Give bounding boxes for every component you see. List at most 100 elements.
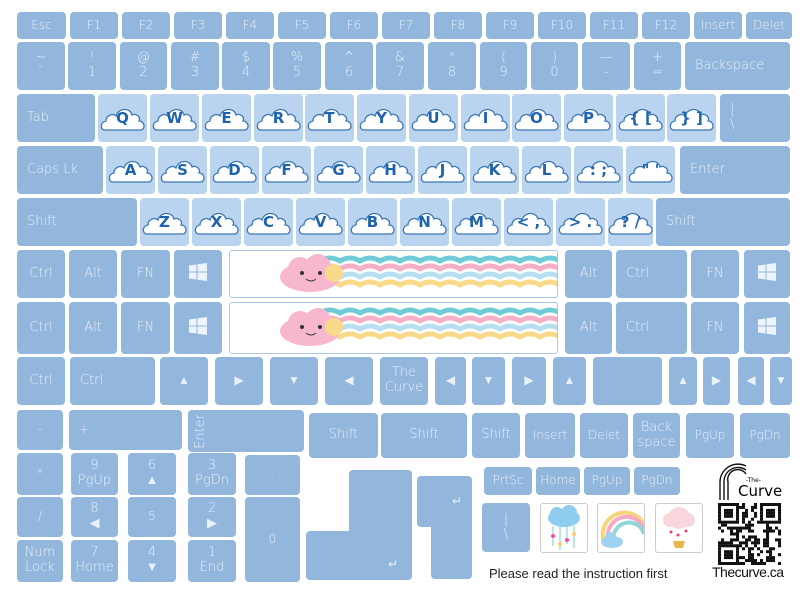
- number_row-key-8[interactable]: * 8: [428, 42, 476, 90]
- function_row-key-f1[interactable]: F1: [70, 12, 118, 39]
- qwerty_row-key-w[interactable]: W: [150, 94, 199, 142]
- bottom_row_2-key-windows-icon[interactable]: [744, 302, 790, 354]
- function_row-key-f12[interactable]: F12: [642, 12, 690, 39]
- home_row-key-enter[interactable]: Enter: [680, 146, 790, 194]
- arrow_row-key-symbol[interactable]: ▼: [270, 357, 318, 405]
- bottom_row_1-key-ctrl[interactable]: Ctrl: [616, 250, 687, 298]
- home_row-key-s[interactable]: S: [158, 146, 207, 194]
- home_row-key-k[interactable]: K: [470, 146, 519, 194]
- qwerty_row-key-symbol[interactable]: } ]: [667, 94, 716, 142]
- numpad-key-symbol[interactable]: .: [245, 455, 300, 495]
- enter-key-small[interactable]: ↵: [417, 476, 472, 527]
- qwerty_row-key-r[interactable]: R: [254, 94, 303, 142]
- qwerty_row-key-e[interactable]: E: [202, 94, 251, 142]
- bottom_row_1-key-alt[interactable]: Alt: [69, 250, 117, 298]
- number_row-key-symbol[interactable]: + =: [634, 42, 681, 90]
- qwerty_row-key-p[interactable]: P: [564, 94, 613, 142]
- home_row-key-symbol[interactable]: : ;: [574, 146, 623, 194]
- function_row-key-f7[interactable]: F7: [382, 12, 430, 39]
- function_row-key-f6[interactable]: F6: [330, 12, 378, 39]
- function_row-key-f8[interactable]: F8: [434, 12, 482, 39]
- shift_row-key-b[interactable]: B: [348, 198, 397, 246]
- number_row-key-7[interactable]: & 7: [376, 42, 424, 90]
- home_row-key-d[interactable]: D: [210, 146, 259, 194]
- bottom_row_2-key-alt[interactable]: Alt: [565, 302, 612, 354]
- enter-key-small-base[interactable]: [431, 520, 472, 579]
- bottom_row_2-key-fn[interactable]: FN: [121, 302, 170, 354]
- nav_row-key-prtsc[interactable]: PrtSc: [484, 467, 532, 495]
- number_row-key-0[interactable]: ) 0: [531, 42, 578, 90]
- number_row-key-3[interactable]: #3: [171, 42, 219, 90]
- extra_row-key-shift[interactable]: Shift: [472, 413, 520, 458]
- extra_row-key-enter[interactable]: Enter: [188, 410, 304, 452]
- extra_row-key-pgup[interactable]: PgUp: [686, 413, 734, 458]
- qwerty_row-key-y[interactable]: Y: [357, 94, 406, 142]
- qwerty_row-key-o[interactable]: O: [512, 94, 561, 142]
- arrow_row-key-symbol[interactable]: ▲: [160, 357, 208, 405]
- bottom_row_1-key-ctrl[interactable]: Ctrl: [17, 250, 65, 298]
- number_row-key-1[interactable]: ! 1: [68, 42, 116, 90]
- number_row-key-symbol[interactable]: — -: [582, 42, 630, 90]
- numpad-key-symbol[interactable]: 6 ▲: [128, 453, 176, 495]
- bottom_row_2-key-alt[interactable]: Alt: [69, 302, 117, 354]
- function_row-key-f3[interactable]: F3: [174, 12, 222, 39]
- home_row-key-h[interactable]: H: [366, 146, 415, 194]
- shift_row-key-symbol[interactable]: > .: [556, 198, 605, 246]
- function_row-key-f10[interactable]: F10: [538, 12, 586, 39]
- arrow_row-key-symbol[interactable]: ◀: [738, 357, 764, 405]
- shift_row-key-c[interactable]: C: [244, 198, 293, 246]
- arrow_row-key-blank[interactable]: [593, 357, 662, 405]
- shift_row-key-v[interactable]: V: [296, 198, 345, 246]
- bottom_row_2-key-ctrl[interactable]: Ctrl: [17, 302, 65, 354]
- home_row-key-f[interactable]: F: [262, 146, 311, 194]
- bottom_row_1-key-alt[interactable]: Alt: [565, 250, 612, 298]
- numpad-enter-key-large-base[interactable]: ↵: [306, 531, 412, 580]
- numpad-key-symbol[interactable]: 4 ▼: [128, 540, 176, 582]
- arrow_row-key-ctrl[interactable]: Ctrl: [17, 357, 65, 405]
- numpad-key-symbol[interactable]: 2 ▶: [188, 497, 236, 537]
- arrow_row-key-symbol[interactable]: ▼: [770, 357, 792, 405]
- number_row-key-5[interactable]: % 5: [273, 42, 321, 90]
- numpad-key-symbol[interactable]: *: [17, 453, 63, 495]
- arrow_row-key-symbol[interactable]: ▶: [703, 357, 730, 405]
- bottom_row_1-key-windows-icon[interactable]: [744, 250, 790, 298]
- qwerty_row-key-symbol[interactable]: | \: [720, 94, 790, 142]
- arrow_row-key-symbol[interactable]: ▲: [669, 357, 697, 405]
- bottom_row_2-key-windows-icon[interactable]: [174, 302, 222, 354]
- arrow_row-key-symbol[interactable]: ◀: [325, 357, 373, 405]
- arrow_row-key-symbol[interactable]: ▶: [215, 357, 263, 405]
- extra_row-key-delet[interactable]: Delet: [580, 413, 628, 458]
- arrow_row-key-symbol[interactable]: ▲: [553, 357, 586, 405]
- arrow_row-key-symbol[interactable]: ◀: [435, 357, 466, 405]
- bottom_row_1-key-fn[interactable]: FN: [691, 250, 739, 298]
- qwerty_row-key-u[interactable]: U: [409, 94, 458, 142]
- home_row-key-l[interactable]: L: [522, 146, 571, 194]
- shift_row-key-n[interactable]: N: [400, 198, 449, 246]
- qwerty_row-key-i[interactable]: I: [461, 94, 510, 142]
- home_row-key-a[interactable]: A: [106, 146, 155, 194]
- bottom_row_2-key-fn[interactable]: FN: [691, 302, 739, 354]
- numpad-key-pgdn[interactable]: 3 PgDn: [188, 453, 236, 495]
- function_row-key-f9[interactable]: F9: [486, 12, 534, 39]
- numpad-key-symbol[interactable]: /: [17, 497, 63, 537]
- number_row-key-2[interactable]: @2: [120, 42, 167, 90]
- function_row-key-f5[interactable]: F5: [278, 12, 326, 39]
- arrow_row-key-symbol[interactable]: ▶: [512, 357, 546, 405]
- extra_row-key-pgdn[interactable]: PgDn: [740, 413, 790, 458]
- bottom_row_2-key-ctrl[interactable]: Ctrl: [616, 302, 687, 354]
- numpad-key-end[interactable]: 1 End: [188, 540, 236, 582]
- function_row-key-f4[interactable]: F4: [226, 12, 274, 39]
- shift_row-key-symbol[interactable]: ? /: [608, 198, 653, 246]
- number_row-key-4[interactable]: $4: [222, 42, 270, 90]
- numpad-key-5[interactable]: 5: [128, 497, 176, 537]
- home_row-key-g[interactable]: G: [314, 146, 363, 194]
- home_row-key-j[interactable]: J: [418, 146, 467, 194]
- extra_row-key-shift[interactable]: Shift: [309, 413, 378, 458]
- extra_row-key-symbol[interactable]: +: [69, 410, 182, 450]
- number_row-key-6[interactable]: ^ 6: [325, 42, 373, 90]
- function_row-key-delet[interactable]: Delet: [746, 12, 792, 39]
- number_row-key-symbol[interactable]: ~ `: [17, 42, 65, 90]
- numpad-key-pgup[interactable]: 9 PgUp: [71, 453, 118, 495]
- nav_row-key-home[interactable]: Home: [536, 467, 580, 495]
- shift_row-key-m[interactable]: M: [452, 198, 501, 246]
